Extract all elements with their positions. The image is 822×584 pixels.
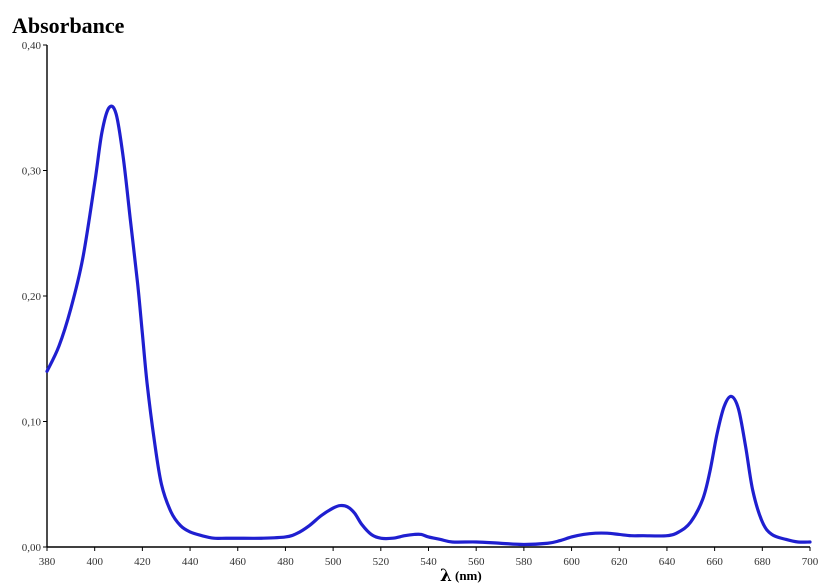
x-tick-label: 380 <box>39 556 56 568</box>
x-tick-label: 700 <box>802 556 819 568</box>
y-tick-label: 0,10 <box>22 417 42 429</box>
x-tick-label: 660 <box>706 556 723 568</box>
y-tick-label: 0,40 <box>22 40 42 52</box>
x-tick-label: 400 <box>86 556 103 568</box>
x-tick-label: 540 <box>420 556 437 568</box>
series-group <box>45 104 812 547</box>
x-tick-label: 600 <box>563 556 580 568</box>
x-tick-label: 580 <box>516 556 533 568</box>
x-tick-label: 440 <box>182 556 199 568</box>
x-axis-title-symbol: λ <box>440 566 452 584</box>
x-tick-label: 620 <box>611 556 628 568</box>
series-line <box>45 104 812 547</box>
y-tick-label: 0,20 <box>22 291 42 303</box>
x-tick-label: 460 <box>230 556 247 568</box>
x-tick-label: 640 <box>659 556 676 568</box>
x-tick-label: 420 <box>134 556 151 568</box>
y-tick-label: 0,00 <box>22 542 42 554</box>
x-tick-label: 560 <box>468 556 485 568</box>
chart-axes <box>46 45 810 548</box>
y-axis-ticks: 0,00 0,10 0,20 0,30 0,40 <box>22 40 47 554</box>
x-tick-label: 480 <box>277 556 294 568</box>
y-tick-label: 0,30 <box>22 166 42 178</box>
x-tick-label: 680 <box>754 556 771 568</box>
y-axis-title: Absorbance <box>12 13 125 38</box>
x-axis-title-unit: (nm) <box>455 568 482 583</box>
x-axis-ticks: 380 400 420 440 460 480 500 520 540 560 580 600 620 6… <box>39 547 819 568</box>
x-tick-label: 500 <box>325 556 342 568</box>
x-tick-label: 520 <box>373 556 390 568</box>
